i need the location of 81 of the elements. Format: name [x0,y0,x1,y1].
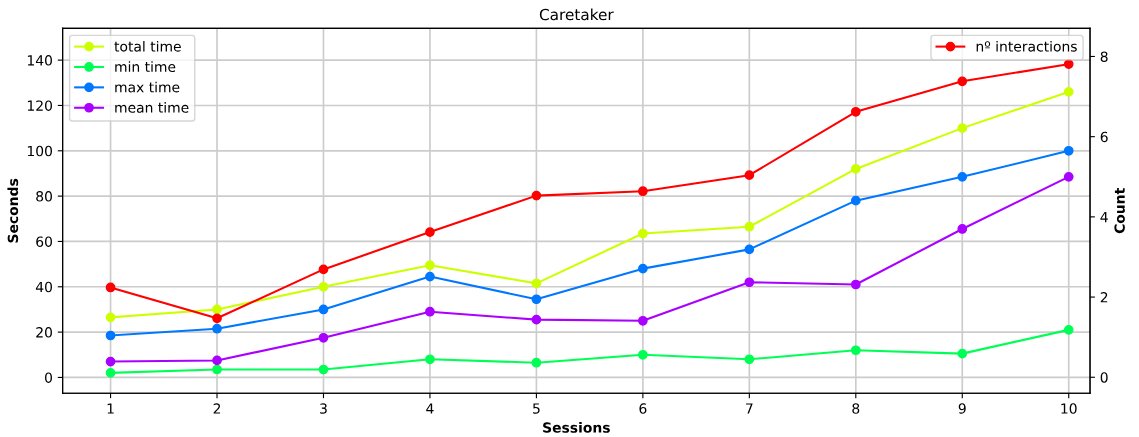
point [1063,145,1074,156]
point [212,364,222,375]
point [212,355,222,366]
point [105,282,116,293]
point [212,313,222,324]
x-tick-label: 8 [852,403,860,414]
point [531,278,542,289]
x-tick-label: 5 [533,403,540,414]
point [1063,324,1074,335]
chart-title: Caretaker [539,8,614,21]
point [1063,87,1074,97]
point [850,345,861,356]
y-tick-label: 60 [36,236,52,247]
point [105,356,116,367]
x-tick-label: 10 [1061,403,1077,414]
legend-label: max time [115,81,180,93]
point [957,171,968,182]
y2-tick-label: 8 [1100,51,1108,62]
point [531,357,542,368]
point [744,221,755,232]
point [638,315,648,326]
y-tick-label: 140 [27,55,52,66]
point [105,312,116,323]
point [850,164,861,174]
point [957,348,968,359]
point [850,106,861,117]
point [638,349,648,360]
point [1063,171,1074,182]
point [318,264,329,275]
point [425,306,435,317]
point [212,323,222,334]
point [638,186,648,197]
point [957,123,968,133]
x-tick-label: 3 [320,403,327,414]
x-tick-label: 4 [426,403,434,414]
x-tick-label: 7 [746,403,753,414]
point [318,304,329,315]
legend-label: nº interactions [976,40,1077,52]
x-axis-title: Sessions [543,422,610,433]
y2-axis-title: Count [1114,188,1125,234]
point [744,170,755,181]
y-tick-label: 40 [35,281,52,293]
point [531,294,542,305]
point [105,368,116,378]
y-tick-label: 100 [27,145,52,157]
point [318,332,329,343]
point [957,76,968,87]
point [744,244,755,255]
point [638,263,648,274]
point [318,364,329,375]
point [957,224,968,234]
legend-label: total time [114,40,181,52]
y2-tick-label: 0 [1100,372,1108,383]
y-tick-label: 20 [36,327,52,338]
point [531,314,542,325]
y2-tick-label: 4 [1100,212,1108,223]
point [850,195,861,206]
legend-label: min time [115,61,176,73]
point [425,227,435,237]
point [105,330,116,341]
legend-label: mean time [115,102,189,113]
point [425,354,435,365]
y-tick-label: 80 [36,191,52,202]
point [212,304,222,315]
point [744,354,755,365]
y2-tick-label: 2 [1100,292,1108,303]
point [850,279,861,290]
point [744,277,755,288]
point [425,260,435,271]
point [638,228,648,239]
x-tick-label: 6 [639,403,647,414]
x-tick-label: 1 [107,403,114,414]
point [318,281,329,292]
point [531,190,542,201]
y2-tick-label: 6 [1100,131,1108,143]
x-tick-label: 2 [213,403,221,414]
y-tick-label: 120 [27,100,52,111]
point [425,271,435,282]
y-axis-title: Seconds [7,178,19,243]
x-tick-label: 9 [958,403,966,414]
y-tick-label: 0 [45,372,52,383]
